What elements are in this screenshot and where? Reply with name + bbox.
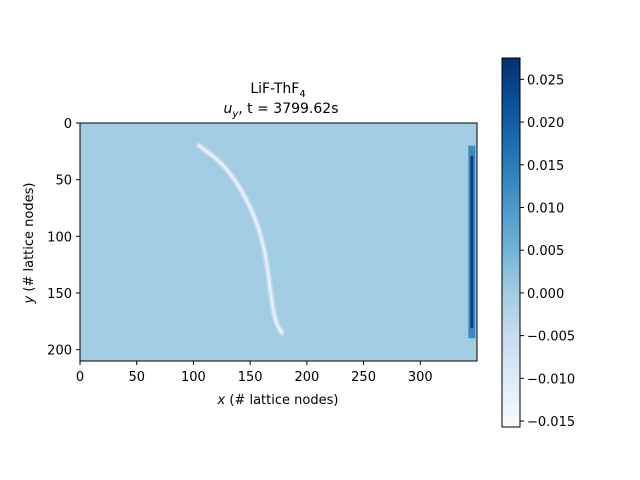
x-tick-label: 300	[408, 370, 433, 385]
colorbar-tick-label: 0.010	[527, 201, 564, 216]
plot-frame	[79, 122, 478, 362]
y-tick-label: 50	[55, 174, 72, 189]
y-axis-label: y (# lattice nodes)	[22, 183, 37, 305]
heatmap-plot-area	[80, 123, 477, 361]
colorbar	[501, 57, 521, 428]
colorbar-tick-label: 0.005	[527, 244, 564, 259]
x-tick-label: 0	[76, 370, 84, 385]
colorbar-tick-label: 0.020	[527, 116, 564, 131]
x-tick-label: 150	[238, 370, 263, 385]
y-tick-label: 200	[47, 344, 72, 359]
x-tick-label: 100	[181, 370, 206, 385]
colorbar-tick-label: 0.025	[527, 73, 564, 88]
heatmap-low-band	[197, 144, 284, 334]
x-tick-label: 50	[128, 370, 145, 385]
heatmap-right-edge-band	[470, 155, 474, 329]
colorbar-tick-label: 0.000	[527, 287, 564, 302]
colorbar-tick-label: −0.010	[527, 372, 575, 387]
colorbar-tick-label: −0.005	[527, 330, 575, 345]
colorbar-tick-label: 0.015	[527, 159, 564, 174]
x-tick-label: 250	[351, 370, 376, 385]
colorbar-tick-label: −0.015	[527, 415, 575, 430]
y-tick-label: 150	[47, 287, 72, 302]
y-tick-label: 0	[64, 117, 72, 132]
colorbar-ticks: −0.015 −0.010 −0.005 0.000 0.005 0.010 0.015 0.…	[520, 73, 575, 430]
x-axis-label: x (# lattice nodes)	[217, 393, 339, 408]
x-tick-label: 200	[294, 370, 319, 385]
y-tick-label: 100	[47, 230, 72, 245]
chart-title-line1: LiF-ThF4	[250, 81, 305, 100]
chart-title-line2: uy, t = 3799.62s	[223, 101, 338, 120]
x-axis-ticks: 0 50 100 150 200 250 300	[76, 361, 433, 385]
y-axis-ticks: 0 50 100 150 200	[47, 117, 80, 359]
